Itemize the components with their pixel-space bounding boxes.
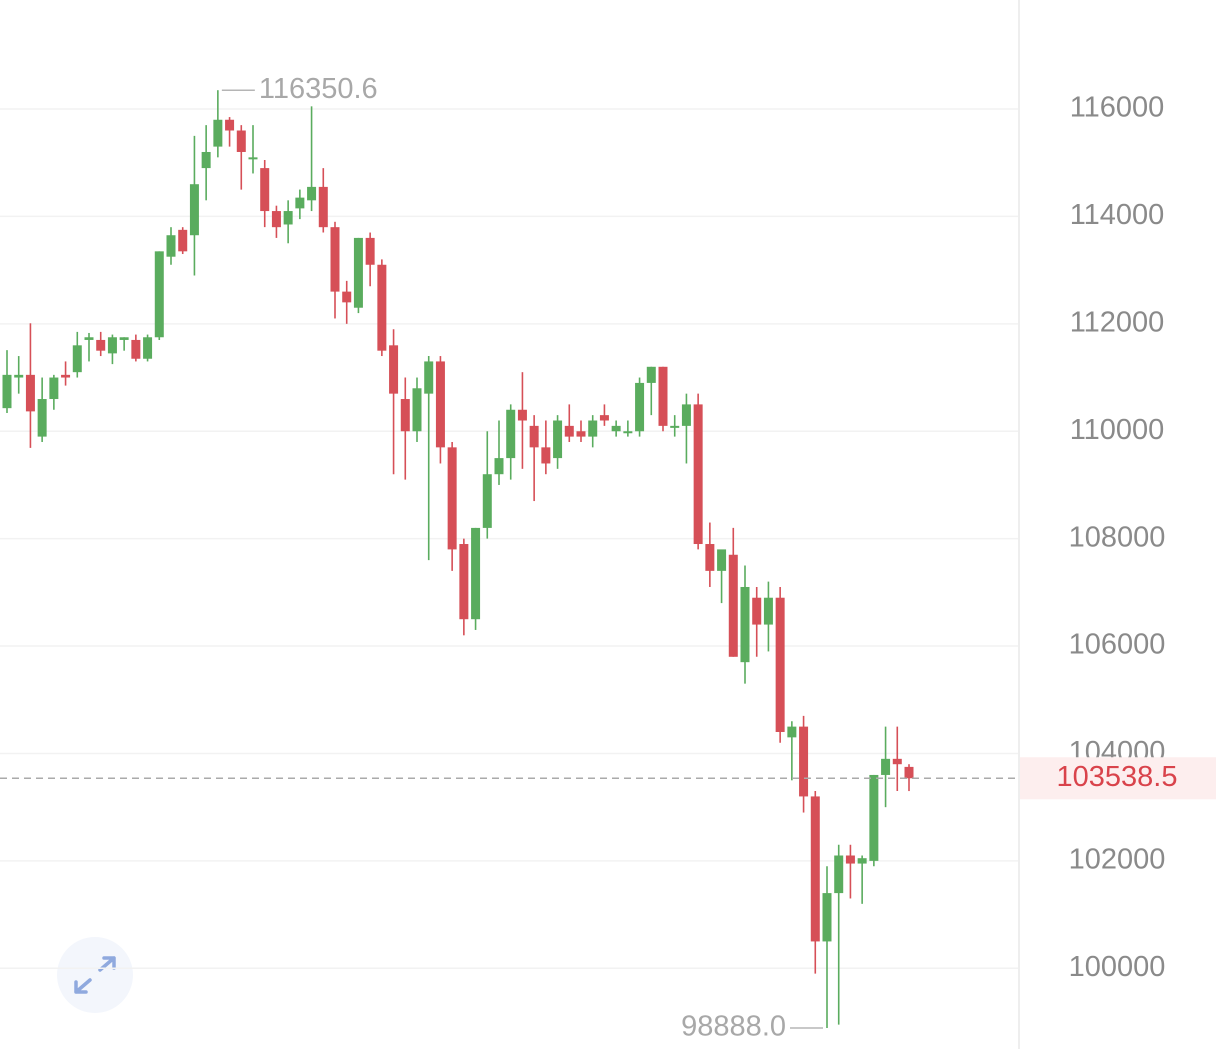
y-tick-label: 114000 [1070,199,1165,231]
candle-body [424,361,434,394]
candle-body [435,361,445,448]
candle-body [623,431,633,434]
candle-body [471,527,481,620]
candle-body [2,374,12,409]
candle-body [529,425,539,448]
y-tick-label: 102000 [1069,844,1166,876]
candle-body [869,774,879,861]
candle-body [330,227,340,292]
candle-body [681,404,691,426]
candle-body [799,726,809,797]
candle-body [37,399,47,437]
candle-body [506,409,516,459]
candle-body [658,366,668,426]
candle-body [84,337,94,340]
candle-body [412,388,422,432]
candle-body [295,197,305,209]
candle-body [318,186,328,228]
candle-body [400,399,410,432]
candle-body [881,758,891,775]
candle-body [834,855,844,894]
candle-body [143,337,153,359]
y-tick-label: 106000 [1069,629,1166,661]
candle-body [14,374,24,378]
candle-body [96,339,106,351]
candle-body [189,184,199,236]
candle-body [810,796,820,942]
candle-body [740,586,750,663]
candle-body [728,554,738,657]
expand-icon [74,956,116,994]
candle-body [705,544,715,571]
candle-body [904,766,914,779]
candle-body [307,186,317,201]
candle-body [213,119,223,147]
last-price-tag [1020,757,1216,800]
candle-body [377,264,387,351]
candle-body [342,291,352,303]
candle-body [248,157,258,160]
candle-body [892,758,902,765]
last-price-label: 103538.5 [1057,761,1178,793]
candle-body [72,345,82,373]
candle-body [752,597,762,625]
candle-body [49,377,59,400]
candle-body [178,229,188,252]
y-tick-label: 116000 [1070,92,1165,124]
candle-body [225,119,235,131]
candle-body [166,235,176,257]
low-annotation-label: 98888.0 [681,1011,786,1043]
candle-body [845,855,855,864]
y-tick-label: 108000 [1069,521,1166,553]
candle-body [389,345,399,394]
candle-body [670,425,680,428]
candle-body [260,168,270,212]
candle-body [857,858,867,864]
y-tick-label: 112000 [1070,306,1165,338]
candle-body [447,447,457,550]
y-tick-label: 100000 [1069,951,1166,983]
candle-body [236,130,246,152]
candle-body [564,425,574,437]
candle-body [576,431,586,437]
expand-button[interactable] [57,937,133,1013]
candle-body [119,337,129,340]
candle-body [541,447,551,464]
candle-body [646,366,656,383]
candle-body [353,237,363,308]
candle-body [822,893,832,942]
candle-body [611,425,621,432]
candle-body [107,337,117,354]
expand-bg [57,937,133,1013]
candle-body [693,404,703,545]
candle-body [154,251,164,338]
candle-body [717,549,727,571]
candle-body [61,374,71,378]
candle-body [201,151,211,169]
candle-body [365,237,375,265]
candle-body [459,544,469,620]
candle-body [25,374,35,412]
candle-body [271,211,281,228]
candle-body [787,726,797,738]
candle-body [553,420,563,459]
candle-body [599,415,609,421]
candle-body [517,409,527,421]
high-annotation-label: 116350.6 [259,73,378,105]
candle-body [775,597,785,732]
candle-body [283,211,293,225]
candle-body [131,339,141,359]
candle-body [494,458,504,475]
candle-body [763,597,773,625]
y-tick-label: 110000 [1070,414,1165,446]
candle-body [588,420,598,437]
candle-body [635,382,645,432]
candle-body [482,474,492,528]
